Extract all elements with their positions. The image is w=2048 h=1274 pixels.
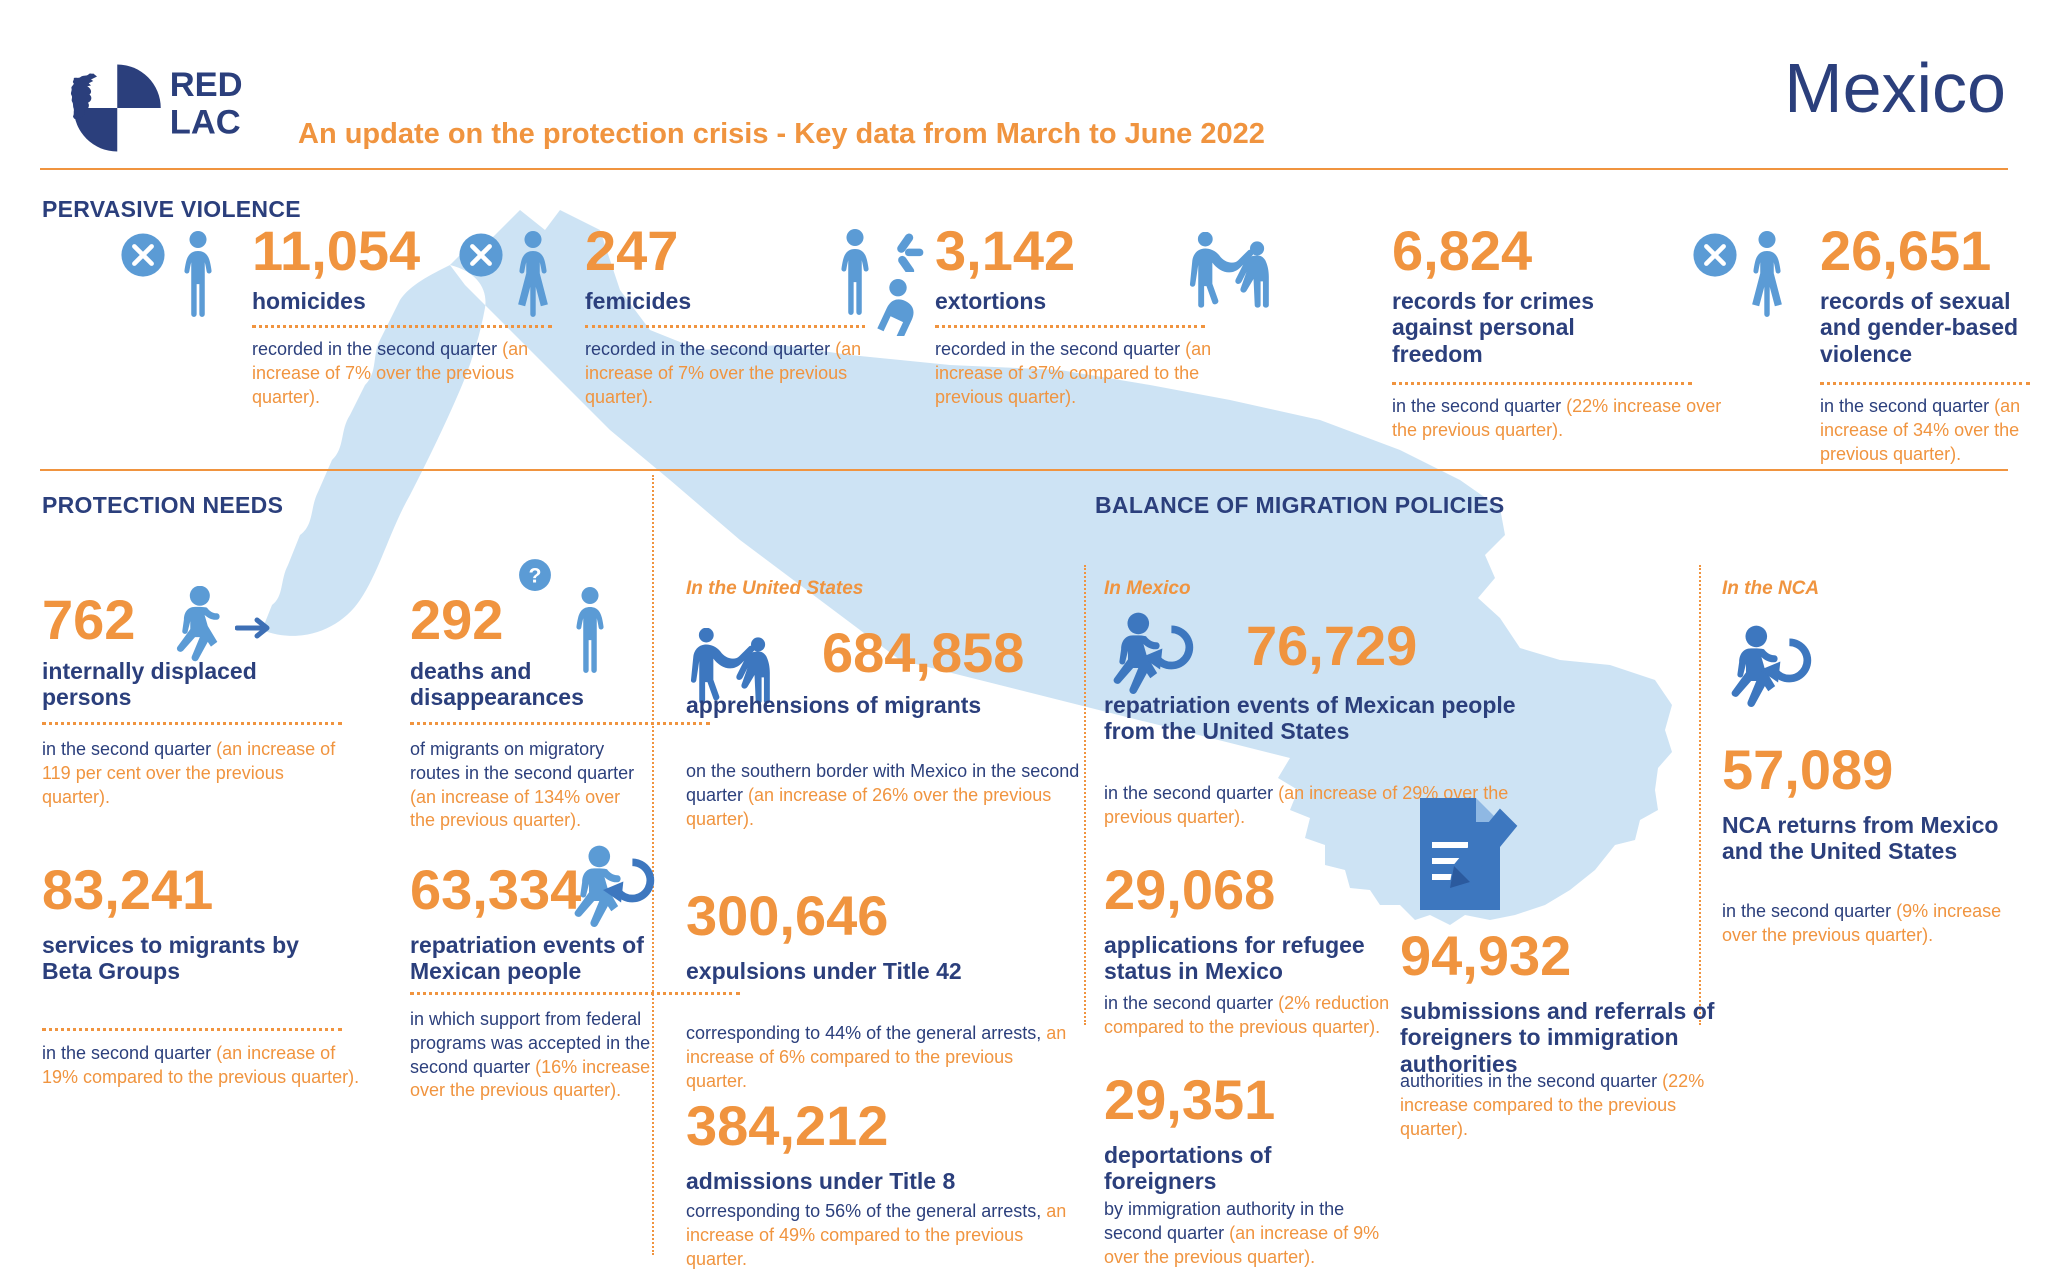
svg-text:?: ? (529, 563, 542, 587)
svg-text:LAC: LAC (170, 104, 241, 142)
svg-text:RED: RED (170, 66, 243, 104)
